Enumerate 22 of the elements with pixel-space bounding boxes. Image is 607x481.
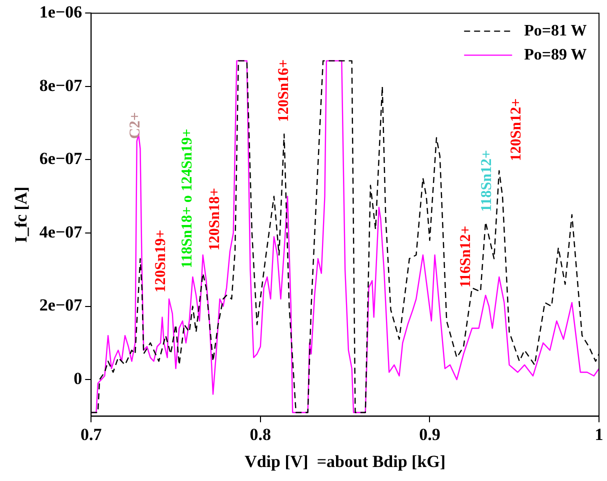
annotation: C2+ [128,112,144,139]
y-tick-label: 1e−06 [39,2,82,22]
annotation: 116Sn12+ [458,226,474,288]
x-tick-label: 1 [594,424,604,444]
y-tick-label: 4e−07 [39,222,83,242]
x-axis-title: Vdip [V] =about Bdip [kG] [244,452,446,472]
annotation: 120Sn18+ [206,188,223,251]
annotation: 120Sn19+ [153,230,170,292]
y-tick-label: 2e−07 [39,296,83,315]
x-tick-label: 0.7 [80,424,102,444]
x-tick-label: 0.8 [250,424,272,444]
y-tick-label: 8e−07 [39,76,83,95]
annotation: 118Sn18+ o 124Sn19+ [180,128,196,268]
annotation: 120Sn12+ [508,98,525,162]
y-tick-label: 6e−07 [39,149,83,168]
legend-label: Po=81 W [524,22,587,40]
y-axis-title: I_fc [A] [12,186,31,243]
annotation: 118Sn12+ [479,150,496,212]
x-tick-label: 0.9 [419,424,440,444]
y-tick-label: 0 [74,368,82,388]
annotation: 120Sn16+ [276,59,292,122]
legend-label: Po=89 W [524,46,587,64]
